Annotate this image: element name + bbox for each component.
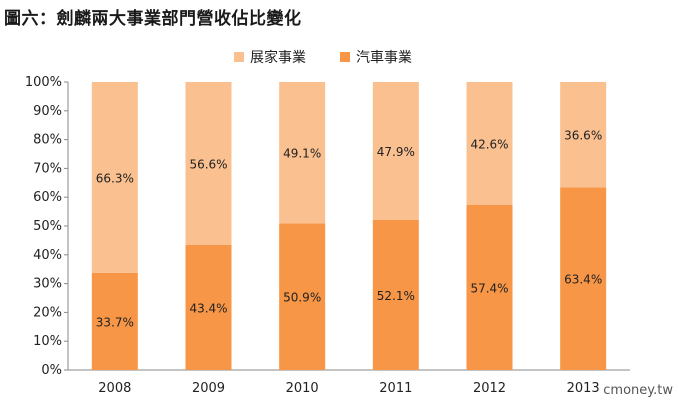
x-tick-label: 2011 — [379, 381, 412, 396]
data-label: 33.7% — [96, 315, 134, 329]
y-tick-label: 10% — [33, 334, 62, 349]
bar-home-2008 — [91, 82, 138, 273]
data-label: 36.6% — [564, 129, 602, 143]
data-label: 57.4% — [470, 281, 508, 295]
legend-swatch — [234, 52, 244, 62]
y-tick-label: 40% — [33, 248, 62, 263]
x-tick-label: 2008 — [98, 381, 131, 396]
y-tick-label: 70% — [33, 161, 62, 176]
data-label: 66.3% — [96, 171, 134, 185]
data-label: 63.4% — [564, 273, 602, 287]
x-tick-label: 2009 — [192, 381, 225, 396]
bar-auto-2009 — [185, 245, 232, 370]
bar-home-2013 — [560, 82, 607, 188]
y-tick-label: 30% — [33, 277, 62, 292]
bar-home-2012 — [466, 82, 513, 205]
data-label: 47.9% — [377, 145, 415, 159]
x-tick-label: 2012 — [473, 381, 506, 396]
data-label: 56.6% — [189, 158, 227, 172]
bar-home-2011 — [372, 82, 419, 220]
x-tick-label: 2013 — [567, 381, 600, 396]
watermark: cmoney.tw — [603, 383, 673, 398]
y-tick-label: 90% — [33, 104, 62, 119]
legend-label: 汽車事業 — [356, 49, 412, 66]
data-label: 49.1% — [283, 147, 321, 161]
legend-swatch — [340, 52, 350, 62]
bar-auto-2012 — [466, 204, 513, 370]
y-tick-label: 60% — [33, 190, 62, 205]
y-tick-label: 20% — [33, 305, 62, 320]
chart-title: 圖六：劍麟兩大事業部門營收佔比變化 — [4, 9, 302, 29]
bar-home-2010 — [279, 82, 326, 224]
y-tick-label: 100% — [25, 75, 62, 90]
bar-auto-2013 — [560, 187, 607, 370]
data-label: 52.1% — [377, 289, 415, 303]
x-tick-label: 2010 — [286, 381, 319, 396]
y-tick-label: 80% — [33, 133, 62, 148]
y-tick-label: 0% — [41, 363, 62, 378]
data-label: 50.9% — [283, 291, 321, 305]
bar-auto-2011 — [372, 219, 419, 370]
bar-auto-2008 — [91, 272, 138, 370]
legend-label: 展家事業 — [250, 49, 306, 66]
y-tick-label: 50% — [33, 219, 62, 234]
bar-auto-2010 — [279, 223, 326, 370]
data-label: 43.4% — [189, 302, 227, 316]
bar-home-2009 — [185, 82, 232, 246]
data-label: 42.6% — [470, 137, 508, 151]
